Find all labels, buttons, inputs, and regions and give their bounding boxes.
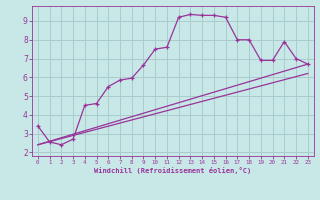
X-axis label: Windchill (Refroidissement éolien,°C): Windchill (Refroidissement éolien,°C) — [94, 167, 252, 174]
